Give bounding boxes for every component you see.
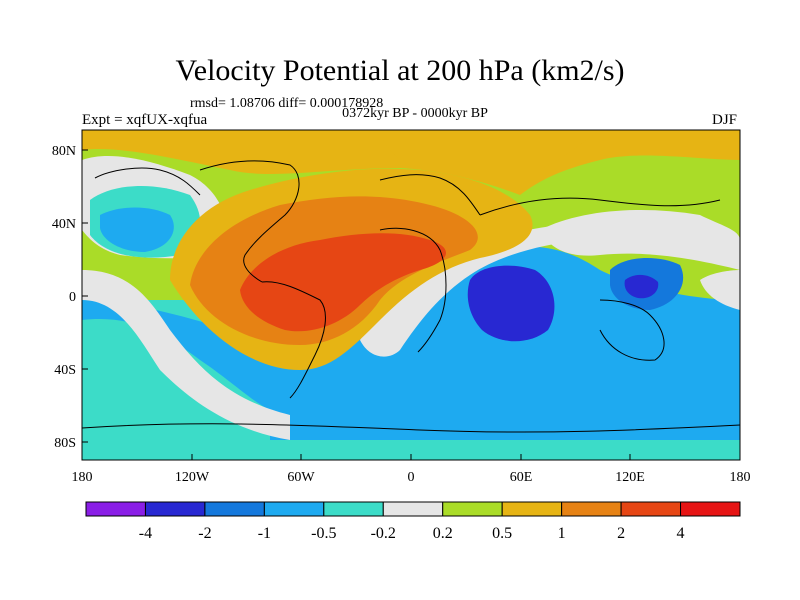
field-wpac-deep-blue [624,274,659,299]
field-region-light-blue [82,246,740,440]
lat-tick-label: 80S [54,436,76,451]
colorbar-swatch [323,501,384,517]
lat-tick-label: 40N [52,217,76,232]
experiment-label: Expt = xqfUX-xqfua [82,112,208,128]
field-zero-band-east [700,270,740,310]
colorbar-swatch [620,501,682,517]
map-title: Velocity Potential at 200 hPa (km2/s) [175,54,625,87]
coast-asia [479,197,721,216]
field-zero-band-mid [360,225,580,357]
coast-europe [379,174,481,216]
colorbar-label: 1 [558,525,566,542]
coast-africa [379,227,447,353]
field-npac-blue [100,207,174,252]
field-indian-deep-blue [467,265,555,342]
colorbar-swatch [85,501,146,517]
colorbar-label: -0.2 [371,525,396,542]
lat-tick-label: 40S [54,363,76,378]
lon-tick-label: 180 [730,470,751,485]
lon-tick-label: 180 [72,470,93,485]
field-positive-redorange [240,233,447,332]
colorbar-swatch [561,501,622,517]
colorbar-label: -0.5 [311,525,336,542]
colorbar-label: -2 [198,525,211,542]
colorbar-label: 4 [677,525,685,542]
colorbar: -4 -2 -1 -0.5 -0.2 0.2 0.5 1 2 4 [85,501,741,542]
period-subtitle: 0372kyr BP - 0000kyr BP [342,106,488,121]
colorbar-label: -1 [258,525,271,542]
coast-south-america [261,281,326,399]
lat-tick-label: 0 [69,290,76,305]
lat-tick-label: 80N [52,144,76,159]
coastlines [82,160,740,433]
colorbar-label: 0.5 [492,525,512,542]
lon-tick-label: 60E [510,470,533,485]
lon-tick-label: 0 [408,470,415,485]
colorbar-swatch [442,501,503,517]
lat-axis: 80N 40N 0 40S 80S [52,144,88,451]
colorbar-swatch [382,501,444,517]
colorbar-swatch [501,501,563,517]
coast-australia [599,299,665,361]
lon-tick-label: 120E [615,470,645,485]
season-label: DJF [712,112,738,128]
coast-antarctica [82,423,740,433]
field-zero-band-south [82,270,290,440]
colorbar-label: 2 [617,525,625,542]
lon-tick-label: 120W [175,470,210,485]
coast-alaska [94,167,201,196]
colorbar-swatch [263,501,325,517]
colorbar-swatch [680,501,741,517]
colorbar-label: -4 [139,525,152,542]
field-zero-band-asia [540,210,740,270]
coast-north-america [199,160,300,283]
lon-tick-label: 60W [287,470,315,485]
colorbar-swatch [144,501,206,517]
lon-axis: 180 120W 60W 0 60E 120E 180 [72,454,751,485]
colorbar-swatch [204,501,265,517]
stats-subtitle: rmsd= 1.08706 diff= 0.000178928 [190,96,384,111]
field-north-yellow-2 [380,130,600,170]
colorbar-label: 0.2 [433,525,453,542]
contour-field [82,130,740,460]
